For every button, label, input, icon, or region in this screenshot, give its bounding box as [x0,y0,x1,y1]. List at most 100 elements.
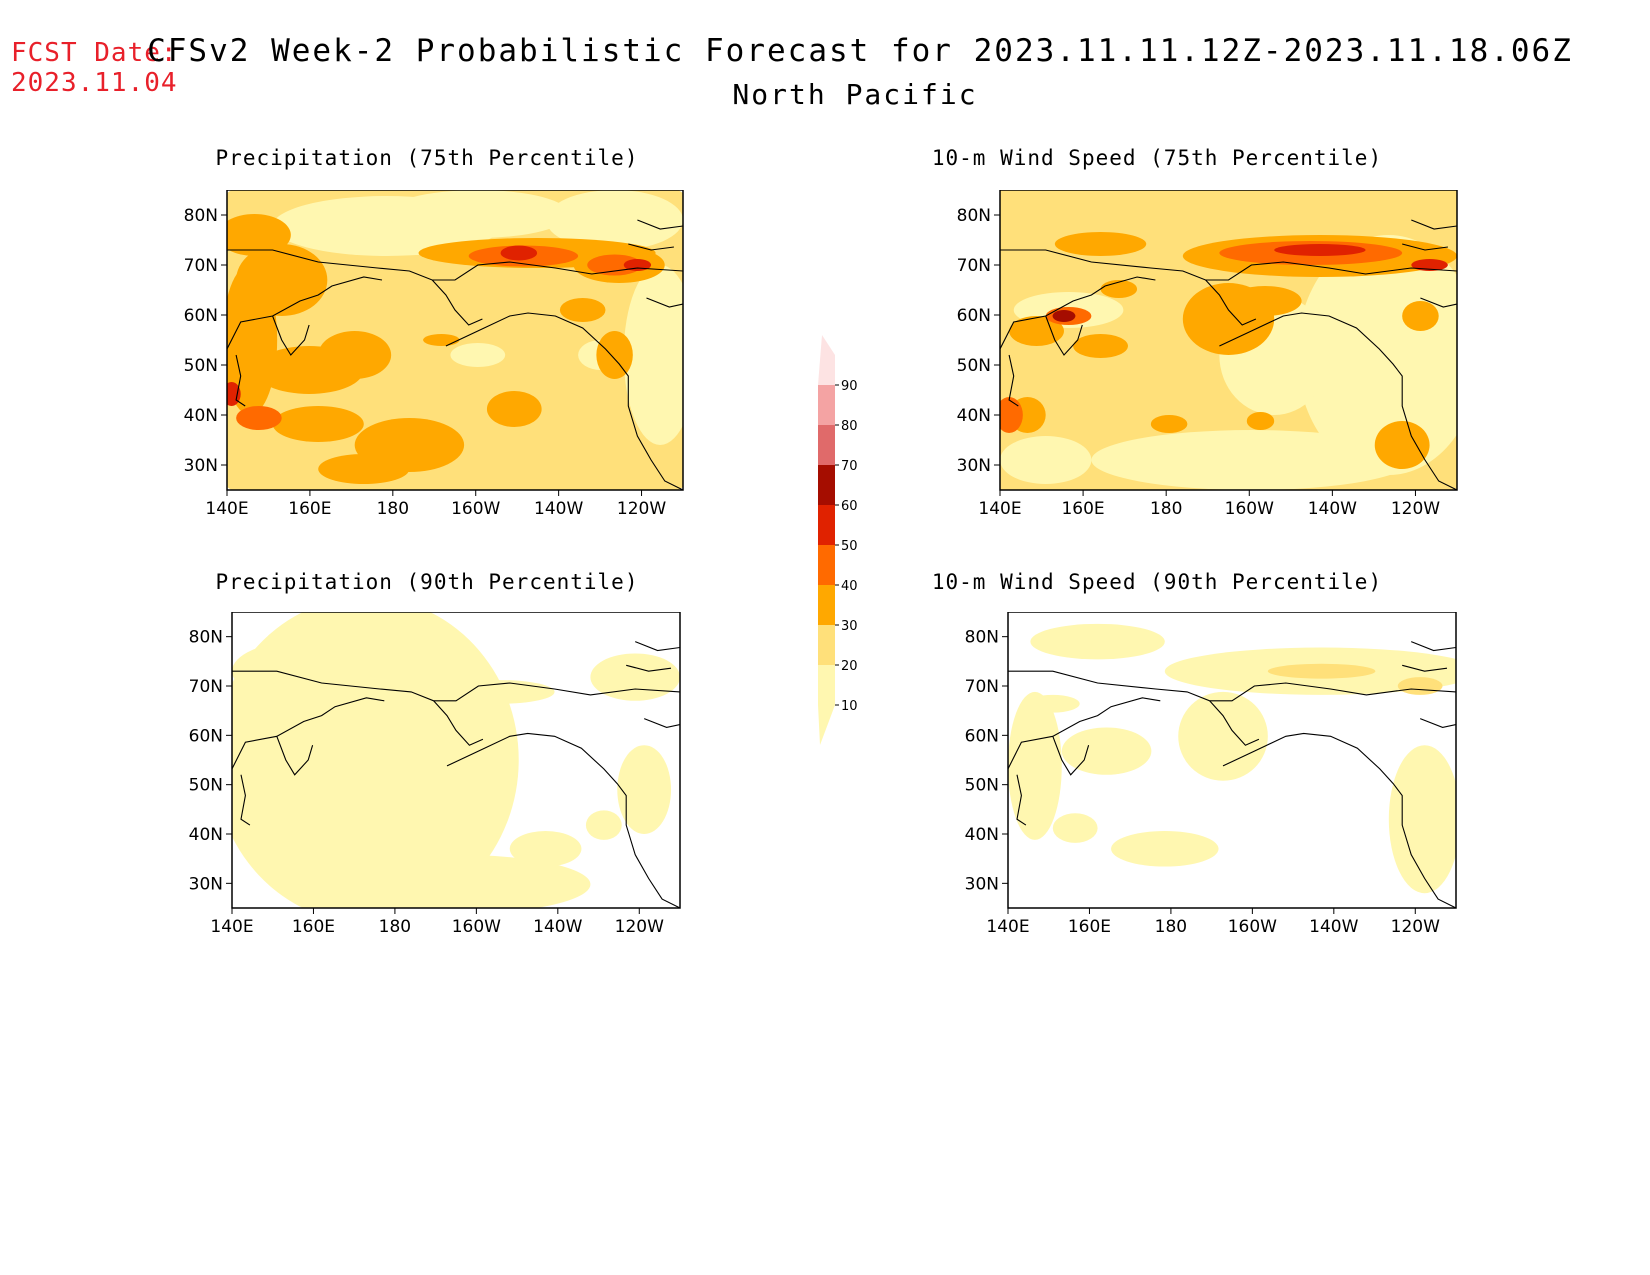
lon-label: 160E [288,499,331,519]
forecast-date-caption: FCST Date: [11,38,178,68]
coastline [272,315,310,356]
lat-label: 60N [965,726,999,746]
probability-contour [318,454,410,484]
coastline [1209,700,1260,746]
panel-title-precip-90: Precipitation (90th Percentile) [215,570,639,594]
coastline [1219,312,1457,490]
panel-title-wind-90: 10-m Wind Speed (90th Percentile) [931,570,1383,594]
coastline [445,312,683,490]
probability-contour [1000,436,1092,484]
probability-contour [1091,430,1412,490]
colorbar-swatch [818,465,835,505]
colorbar-swatch [818,585,835,625]
colorbar-swatch [818,385,835,425]
probability-contour [1052,310,1076,322]
probability-contour [1388,745,1456,894]
lon-label: 160W [452,917,501,937]
probability-contour [596,331,633,379]
panel-title-wind-75: 10-m Wind Speed (75th Percentile) [931,146,1383,170]
forecast-date-value: 2023.11.04 [11,68,178,98]
probability-contour [1054,232,1147,256]
probability-contour [623,265,683,445]
lon-label: 160W [1228,917,1277,937]
lon-label: 140E [978,499,1021,519]
probability-contour [450,343,506,367]
colorbar-label: 80 [841,419,858,434]
coastline [1222,732,1456,908]
map-field [227,190,683,490]
probability-contour [423,334,460,346]
coastline [1016,774,1027,826]
lon-label: 160E [1061,499,1104,519]
coastline [1008,670,1456,702]
lon-label: 140W [1308,499,1357,519]
coastline [1000,276,1156,350]
colorbar-label: 40 [841,579,858,594]
colorbar-swatch [818,625,835,665]
probability-contour [1274,244,1366,256]
coastline [431,279,483,326]
probability-contour [1052,813,1098,843]
probability-contour [1228,286,1302,316]
probability-contour [1000,397,1023,433]
lon-label: 140W [533,917,582,937]
lat-label: 60N [184,306,218,326]
coastline [1420,297,1457,308]
map-frame [226,190,684,491]
probability-contour [1297,235,1457,475]
coastline [1008,697,1161,770]
probability-contour [486,391,542,427]
probability-contour [500,245,538,261]
probability-contour [1246,412,1275,430]
coastline [637,219,683,230]
lon-label: 140E [986,917,1029,937]
coastline [626,664,672,672]
probability-contour [546,190,683,250]
probability-contour [386,190,569,238]
coastline [240,774,251,826]
colorbar-upper-tail [818,335,835,385]
probability-contour [1030,623,1165,660]
lat-label: 50N [965,776,999,796]
lat-label: 40N [184,406,218,426]
lon-label: 140W [534,499,583,519]
coastline [1419,718,1456,728]
lat-label: 30N [957,456,991,476]
lat-label: 50N [184,356,218,376]
colorbar-label: 50 [841,539,858,554]
coastline [646,297,683,308]
coastline [643,718,680,728]
lon-label: 180 [1155,917,1187,937]
lon-label: 180 [379,917,411,937]
forecast-date-label: FCST Date: 2023.11.04 [11,38,178,98]
probability-contour [1061,727,1152,775]
colorbar-swatch [818,545,835,585]
probability-contour [617,745,672,834]
colorbar-label: 70 [841,459,858,474]
map-frame [231,612,681,909]
probability-contour [509,831,582,867]
lat-label: 30N [965,874,999,894]
lat-label: 80N [957,206,991,226]
map-panel-wind-90: 80N 70N 60N 50N 40N 30N 140E 160E 180 160W 140W 120… [965,612,1457,937]
lat-label: 40N [965,825,999,845]
colorbar-lower-tail [818,705,835,745]
colorbar-label: 60 [841,499,858,514]
map-field [1000,190,1457,490]
probability-contour [236,406,282,430]
lon-label: 140E [205,499,248,519]
coastline [227,276,383,350]
coastline [1411,219,1457,230]
lon-label: 120W [617,499,666,519]
lon-label: 120W [1391,499,1440,519]
map-field [232,612,680,908]
lon-label: 140E [210,917,253,937]
map-panel-wind-75: 80N 70N 60N 50N 40N 30N 140E 160E 180 160W 140W 120… [957,190,1458,519]
probability-contour [361,760,434,808]
lon-label: 120W [1391,917,1440,937]
probability-contour [1178,691,1268,781]
lon-label: 160E [292,917,335,937]
coastline [1008,354,1019,407]
map-frame [999,190,1458,491]
lat-label: 40N [189,825,223,845]
